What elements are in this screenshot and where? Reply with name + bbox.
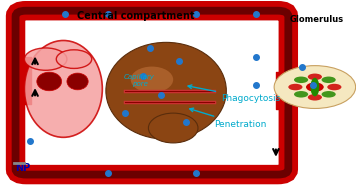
Text: Penetration: Penetration — [190, 108, 266, 129]
Ellipse shape — [67, 73, 88, 90]
Ellipse shape — [327, 84, 341, 90]
Text: Central compartment: Central compartment — [77, 11, 195, 21]
Ellipse shape — [131, 67, 173, 93]
Text: Phagocytosis: Phagocytosis — [188, 85, 280, 103]
Ellipse shape — [308, 74, 322, 80]
Circle shape — [274, 66, 356, 108]
Ellipse shape — [149, 113, 198, 143]
Ellipse shape — [308, 94, 322, 101]
Ellipse shape — [106, 42, 226, 139]
Ellipse shape — [24, 48, 67, 70]
Ellipse shape — [322, 91, 336, 98]
Ellipse shape — [56, 50, 92, 68]
Ellipse shape — [294, 91, 308, 98]
Ellipse shape — [288, 84, 302, 90]
Ellipse shape — [311, 78, 319, 96]
Ellipse shape — [37, 72, 62, 91]
Text: NP: NP — [16, 163, 31, 173]
Text: Capillary
pore: Capillary pore — [124, 74, 155, 87]
Ellipse shape — [24, 40, 102, 137]
Text: Glomerulus: Glomerulus — [290, 15, 344, 24]
Circle shape — [306, 82, 324, 92]
Ellipse shape — [322, 77, 336, 83]
Ellipse shape — [294, 77, 308, 83]
